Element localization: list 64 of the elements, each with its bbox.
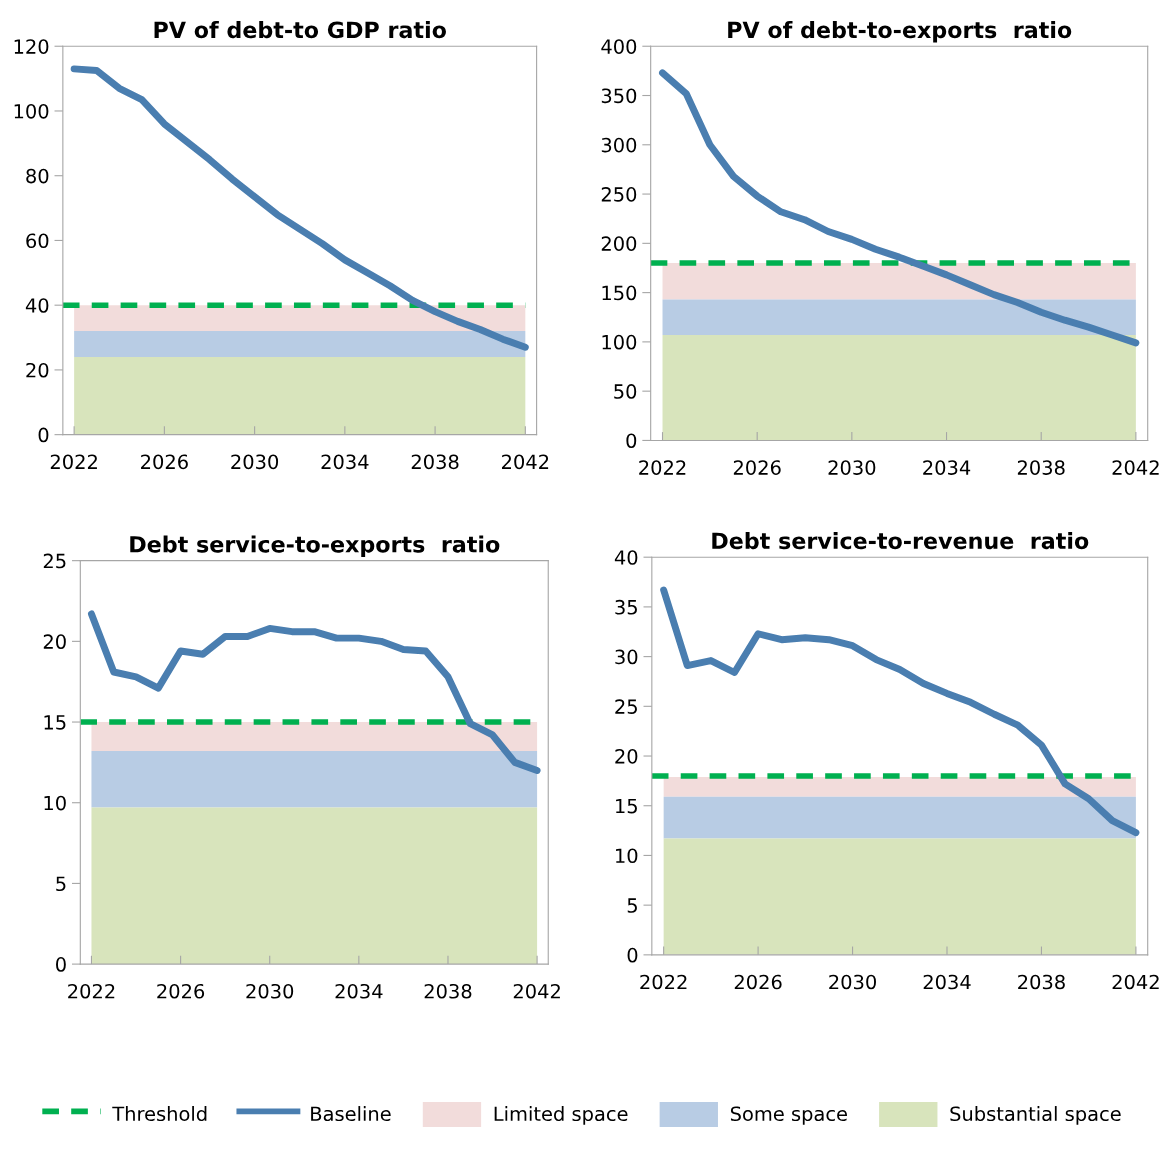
y-tick-label: 20	[26, 362, 49, 378]
y-tick-label: 25	[43, 553, 66, 569]
x-tick-label: 2030	[231, 454, 279, 470]
x-tick-label: 2034	[321, 454, 369, 470]
y-tick-label: 60	[26, 233, 49, 249]
y-tick-label: 5	[56, 876, 66, 892]
x-tick-label: 2030	[829, 974, 876, 990]
y-tick-label: 50	[614, 384, 637, 399]
y-tick-label: 30	[615, 649, 638, 665]
y-tick-label: 10	[616, 848, 638, 864]
x-tick-label: 2026	[734, 974, 782, 990]
x-tick-label: 2034	[335, 983, 383, 999]
y-tick-label: 20	[615, 748, 638, 764]
y-tick-label: 0	[626, 433, 637, 449]
x-tick-label: 2026	[157, 983, 205, 999]
x-tick-label: 2026	[733, 460, 781, 475]
x-tick-label: 2038	[1017, 460, 1065, 475]
x-tick-label: 2042	[513, 983, 560, 999]
legend-label: Threshold	[112, 1106, 207, 1122]
legend-label: Baseline	[311, 1106, 391, 1122]
legend-label: Substantial space	[950, 1106, 1121, 1125]
legend-label: Some space	[730, 1106, 847, 1125]
x-tick-label: 2042	[1112, 974, 1159, 990]
y-tick-label: 5	[627, 898, 637, 913]
legend-label: Limited space	[494, 1106, 628, 1125]
x-tick-label: 2030	[246, 983, 294, 999]
x-tick-label: 2030	[828, 460, 876, 475]
chart-title: PV of debt-to GDP ratio	[154, 21, 446, 39]
x-tick-label: 2038	[411, 454, 459, 470]
x-tick-label: 2034	[923, 974, 971, 990]
y-tick-label: 400	[601, 39, 637, 54]
x-tick-label: 2022	[639, 460, 686, 475]
y-tick-label: 250	[601, 187, 637, 202]
y-tick-label: 0	[38, 427, 49, 443]
y-tick-label: 0	[56, 957, 66, 972]
y-tick-label: 25	[615, 699, 637, 714]
y-tick-label: 120	[14, 39, 49, 54]
x-tick-label: 2022	[68, 983, 115, 999]
y-tick-label: 15	[616, 798, 637, 814]
y-tick-label: 100	[602, 334, 637, 350]
chart-title: Debt service-to-exports ratio	[130, 535, 500, 557]
chart-title: Debt service-to-revenue ratio	[712, 531, 1089, 550]
y-tick-label: 0	[627, 947, 638, 963]
y-tick-label: 35	[615, 599, 637, 615]
y-tick-label: 40	[614, 550, 638, 565]
y-tick-label: 15	[44, 715, 66, 730]
y-tick-label: 200	[601, 236, 637, 251]
x-tick-label: 2042	[502, 454, 549, 470]
x-tick-label: 2026	[141, 454, 188, 470]
y-tick-label: 100	[14, 103, 49, 119]
x-tick-label: 2038	[1018, 974, 1065, 990]
y-tick-label: 150	[602, 285, 637, 301]
x-tick-label: 2042	[1112, 460, 1159, 475]
y-tick-label: 10	[44, 795, 66, 811]
x-tick-label: 2038	[424, 983, 472, 999]
y-tick-label: 80	[26, 168, 49, 184]
x-tick-label: 2022	[640, 974, 687, 990]
x-tick-label: 2034	[923, 460, 971, 475]
chart-title: PV of debt-to-exports ratio	[728, 21, 1072, 43]
y-tick-label: 300	[601, 137, 637, 153]
y-tick-label: 20	[43, 634, 66, 650]
y-tick-label: 40	[25, 298, 49, 313]
x-tick-label: 2022	[50, 454, 97, 470]
y-tick-label: 350	[601, 88, 637, 104]
